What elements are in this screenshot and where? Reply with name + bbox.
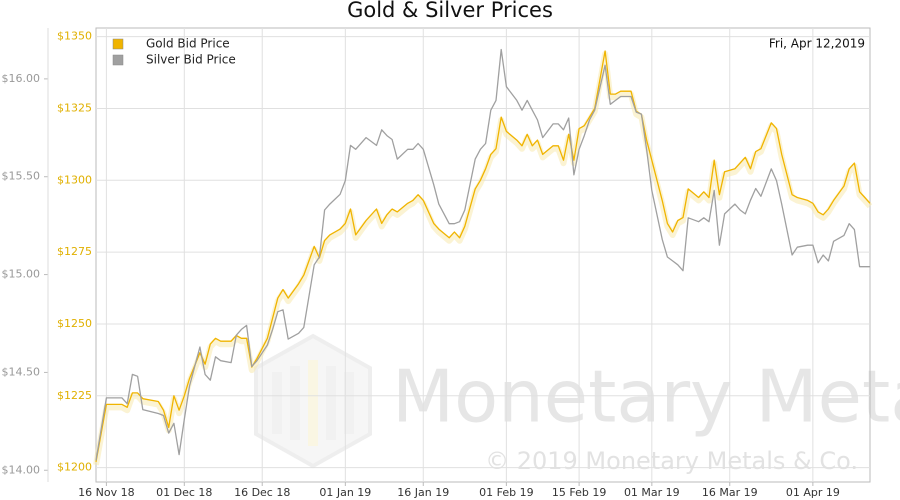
y-tick-label: $1225 <box>57 389 92 402</box>
x-tick-label: 01 Mar 19 <box>624 486 680 499</box>
x-tick-label: 16 Mar 19 <box>702 486 758 499</box>
x-tick-label: 01 Feb 19 <box>479 486 533 499</box>
watermark-logo <box>254 333 372 469</box>
plot-area <box>95 27 871 483</box>
x-tick-label: 16 Nov 18 <box>78 486 134 499</box>
watermark: Monetary Metals <box>392 355 900 439</box>
y-tick-label: $1300 <box>57 173 92 186</box>
y2-tick-label: $15.00 <box>2 268 41 281</box>
chart-title: Gold & Silver Prices <box>347 0 553 22</box>
y2-tick-label: $14.50 <box>2 365 41 378</box>
x-tick-label: 16 Jan 19 <box>397 486 449 499</box>
y-tick-label: $1275 <box>57 245 92 258</box>
y-tick-label: $1200 <box>57 461 92 474</box>
y2-tick-label: $16.00 <box>2 72 41 85</box>
y-tick-label: $1325 <box>57 101 92 114</box>
date-label: Fri, Apr 12,2019 <box>769 37 865 51</box>
legend-swatch <box>112 38 124 50</box>
legend-label: Silver Bid Price <box>146 53 236 67</box>
y2-tick-label: $14.00 <box>2 463 41 476</box>
series-line <box>95 50 871 463</box>
series-line <box>95 48 870 461</box>
x-tick-label: 01 Apr 19 <box>786 486 840 499</box>
plot: $1200 $1225 $1250 $1275 $1300 $1325 $1350 $14.0… <box>2 27 873 499</box>
x-tick-label: 16 Dec 18 <box>234 486 290 499</box>
x-tick-label: 15 Feb 19 <box>552 486 606 499</box>
legend-swatch <box>112 54 124 66</box>
x-tick-label: 01 Jan 19 <box>319 486 371 499</box>
y-tick-label: $1350 <box>57 30 92 43</box>
legend-label: Gold Bid Price <box>146 37 230 51</box>
x-tick-label: 01 Dec 18 <box>156 486 212 499</box>
copyright: © 2019 Monetary Metals & Co. <box>485 447 858 475</box>
y2-tick-label: $15.50 <box>2 170 41 183</box>
y-tick-label: $1250 <box>57 317 92 330</box>
